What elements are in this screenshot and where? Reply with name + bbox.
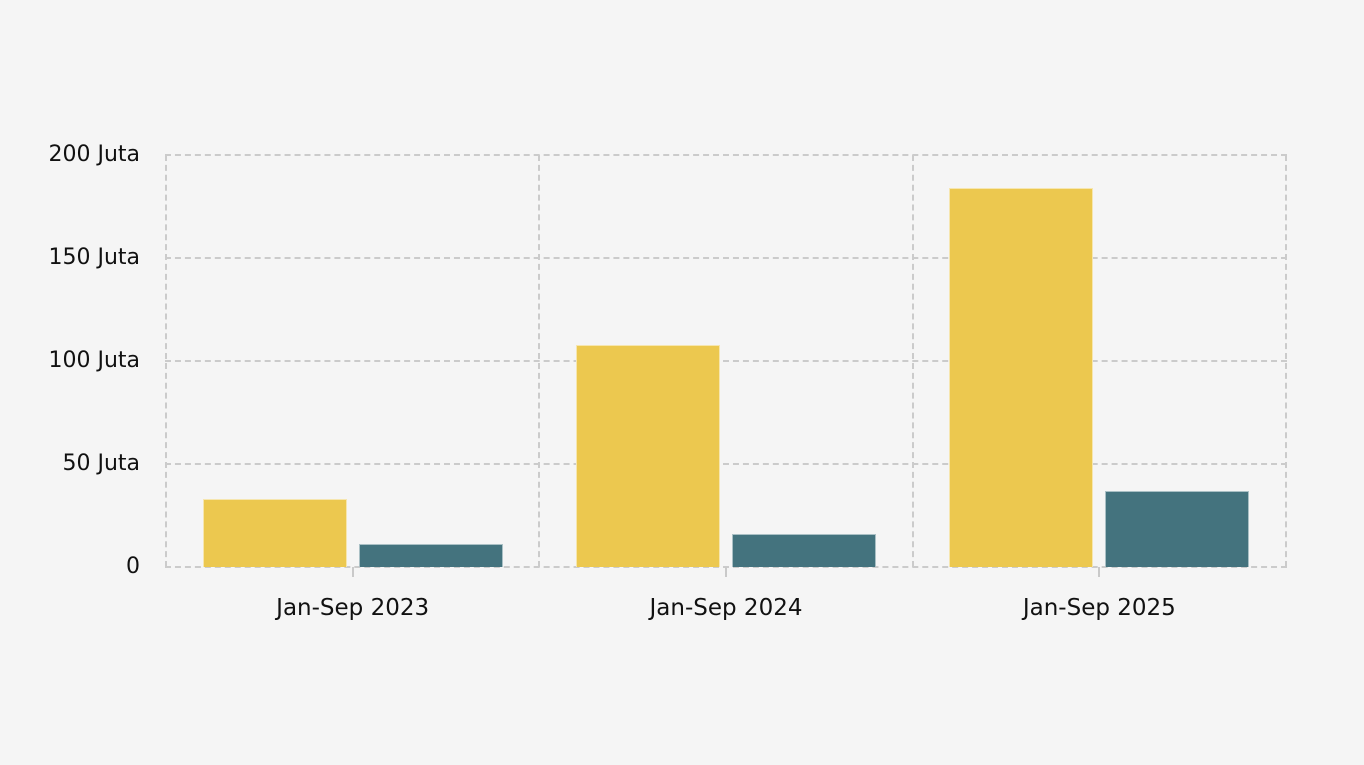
bar-teal-series-jan-sep-2024 [732,534,876,567]
x-tick-mark-0 [351,567,354,577]
x-tick-mark-1 [725,567,727,577]
bar-yellow-series-jan-sep-2023 [202,499,347,567]
y-tick-label-50: 50 Juta [62,451,140,476]
y-axis: 0 50 Juta 100 Juta 150 Juta 200 Juta [0,0,140,765]
y-tick-label-150: 150 Juta [48,245,140,270]
gridline-horizontal-150 [165,257,1287,259]
bar-yellow-series-jan-sep-2024 [576,344,720,567]
y-tick-label-0: 0 [126,554,140,579]
gridline-vertical-0 [165,155,167,567]
y-tick-label-100: 100 Juta [48,348,140,373]
gridline-horizontal-100 [165,360,1287,362]
gridline-horizontal-50 [165,463,1287,465]
y-tick-label-200: 200 Juta [48,142,140,167]
x-tick-label-jan-sep-2025: Jan-Sep 2025 [1022,595,1176,621]
bar-teal-series-jan-sep-2023 [358,544,503,567]
gridline-vertical-3 [1285,155,1287,567]
bar-teal-series-jan-sep-2025 [1105,490,1250,567]
gridline-horizontal-200 [165,154,1287,156]
x-tick-label-jan-sep-2023: Jan-Sep 2023 [276,595,430,621]
gridline-vertical-1 [538,155,541,567]
bar-yellow-series-jan-sep-2025 [949,187,1094,567]
gridline-vertical-2 [911,155,914,567]
x-tick-label-jan-sep-2024: Jan-Sep 2024 [649,595,803,621]
x-tick-mark-2 [1098,567,1101,577]
